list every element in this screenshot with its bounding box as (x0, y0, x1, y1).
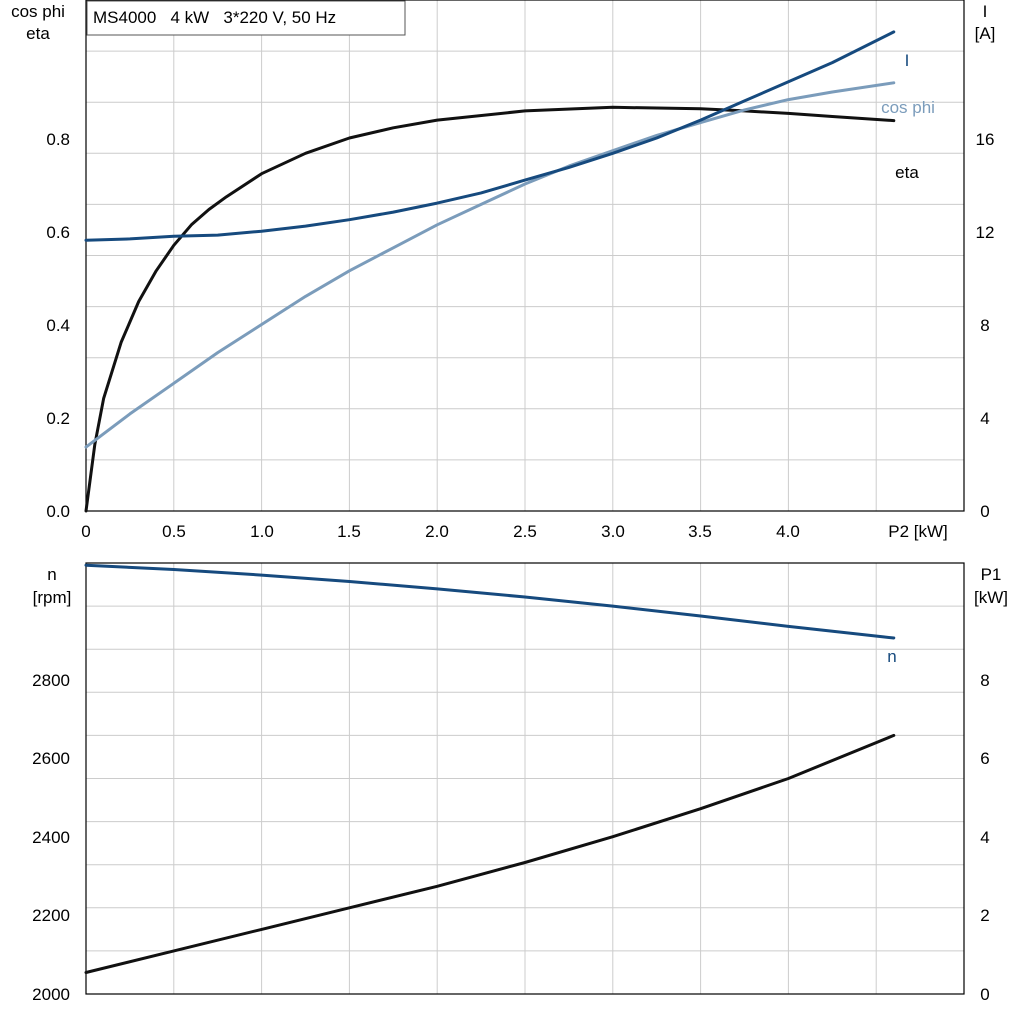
info-box-text: MS4000 4 kW 3*220 V, 50 Hz (93, 8, 336, 27)
bottom-grid (86, 563, 964, 994)
series-label-i: I (905, 51, 910, 70)
top-right-axis-title-line2: [A] (975, 24, 996, 43)
series-line-n (84, 563, 896, 640)
x-tick: 2.0 (425, 522, 449, 541)
bottom-left-tick: 2600 (32, 749, 70, 768)
series-line-cos-phi (84, 81, 896, 449)
bottom-right-tick: 0 (980, 985, 989, 1004)
info-box (86, 0, 406, 36)
x-tick: 3.5 (688, 522, 712, 541)
top-left-tick: 0.8 (46, 130, 70, 149)
x-tick: 0 (81, 522, 90, 541)
x-tick: 1.5 (337, 522, 361, 541)
bottom-right-tick: 8 (980, 671, 989, 690)
series-line-i (84, 30, 896, 242)
bottom-left-tick: 2400 (32, 828, 70, 847)
x-tick: 2.5 (513, 522, 537, 541)
x-axis-title: P2 [kW] (888, 522, 948, 541)
top-plot-frame (85, 0, 965, 512)
top-left-tick: 0.2 (46, 409, 70, 428)
top-left-axis-title-line1: cos phi (11, 2, 65, 21)
bottom-left-axis-title-line2: [rpm] (33, 588, 72, 607)
bottom-left-tick: 2800 (32, 671, 70, 690)
top-right-tick: 12 (976, 223, 995, 242)
bottom-right-tick: 4 (980, 828, 989, 847)
top-left-tick: 0.0 (46, 502, 70, 521)
top-right-tick: 0 (980, 502, 989, 521)
bottom-right-tick: 6 (980, 749, 989, 768)
series-label-n: n (887, 647, 896, 666)
x-tick: 3.0 (601, 522, 625, 541)
bottom-right-tick: 2 (980, 906, 989, 925)
x-tick: 0.5 (162, 522, 186, 541)
top-left-tick: 0.4 (46, 316, 70, 335)
bottom-left-tick: 2000 (32, 985, 70, 1004)
bottom-right-axis-title-line1: P1 (981, 565, 1002, 584)
bottom-left-axis-title-line1: n (47, 565, 56, 584)
top-left-axis-title-line2: eta (26, 24, 50, 43)
top-panel: MS4000 4 kW 3*220 V, 50 Hz cos phi eta I… (11, 0, 995, 541)
top-right-axis-title-line1: I (983, 2, 988, 21)
x-tick: 4.0 (776, 522, 800, 541)
top-right-tick: 4 (980, 409, 989, 428)
bottom-plot-frame (85, 562, 965, 995)
bottom-panel: n [rpm] P1 [kW] 2000 2200 2400 2600 2800… (32, 562, 1008, 1004)
series-line-p1 (84, 733, 896, 974)
series-label-eta: eta (895, 163, 919, 182)
bottom-series-group (84, 563, 896, 974)
top-right-tick: 16 (976, 130, 995, 149)
bottom-left-tick: 2200 (32, 906, 70, 925)
bottom-right-axis-title-line2: [kW] (974, 588, 1008, 607)
top-right-tick: 8 (980, 316, 989, 335)
series-label-cos-phi: cos phi (881, 98, 935, 117)
top-series-group (84, 30, 896, 513)
x-tick: 1.0 (250, 522, 274, 541)
top-left-tick: 0.6 (46, 223, 70, 242)
